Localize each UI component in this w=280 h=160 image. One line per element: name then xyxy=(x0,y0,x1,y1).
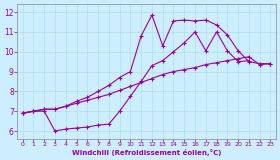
X-axis label: Windchill (Refroidissement éolien,°C): Windchill (Refroidissement éolien,°C) xyxy=(72,149,221,156)
